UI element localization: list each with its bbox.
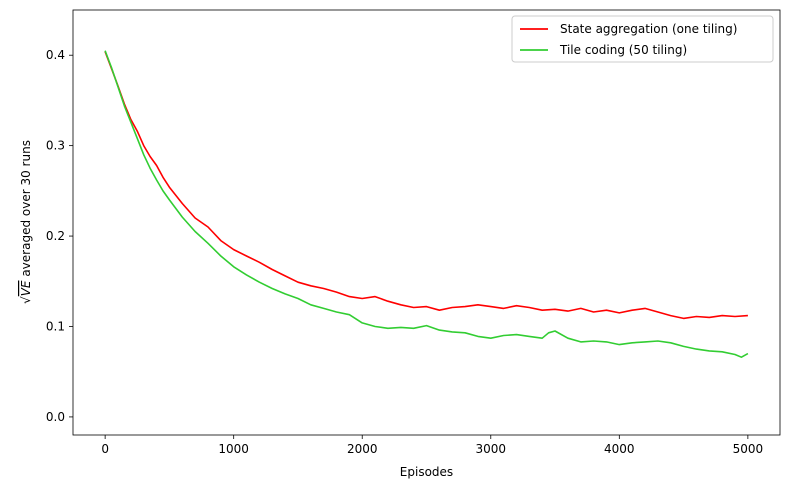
x-axis: 0 1000 2000 3000 4000 5000 [101, 435, 763, 456]
y-axis-label-text: averaged over 30 runs [19, 140, 33, 280]
plot-area [72, 9, 781, 436]
y-tick-label: 0.4 [46, 48, 65, 62]
legend: State aggregation (one tiling) Tile codi… [511, 15, 774, 63]
y-tick-label: 0.0 [46, 410, 65, 424]
y-tick-label: 0.1 [46, 319, 65, 333]
x-tick-label: 0 [101, 442, 109, 456]
legend-label-state-aggregation: State aggregation (one tiling) [560, 22, 737, 36]
x-tick-label: 4000 [604, 442, 635, 456]
y-axis-label: √VE averaged over 30 runs [19, 140, 33, 304]
series-line-tile-coding [104, 50, 749, 359]
legend-label-tile-coding: Tile coding (50 tiling) [559, 43, 687, 57]
y-axis: 0.0 0.1 0.2 0.3 0.4 [46, 48, 73, 424]
x-tick-label: 3000 [475, 442, 506, 456]
x-axis-label: Episodes [400, 465, 453, 479]
y-axis-label-radicand: VE [19, 280, 33, 296]
y-tick-label: 0.2 [46, 229, 65, 243]
series-line-state-aggregation [104, 51, 748, 320]
legend-frame [511, 15, 774, 63]
svg-text:√VE averaged over 30 runs: √VE averaged over 30 runs [19, 140, 33, 304]
x-tick-label: 1000 [218, 442, 249, 456]
x-tick-label: 2000 [347, 442, 378, 456]
y-tick-label: 0.3 [46, 139, 65, 153]
series-lines [104, 50, 749, 359]
x-tick-label: 5000 [733, 442, 764, 456]
sqrt-symbol: √ [19, 296, 33, 304]
